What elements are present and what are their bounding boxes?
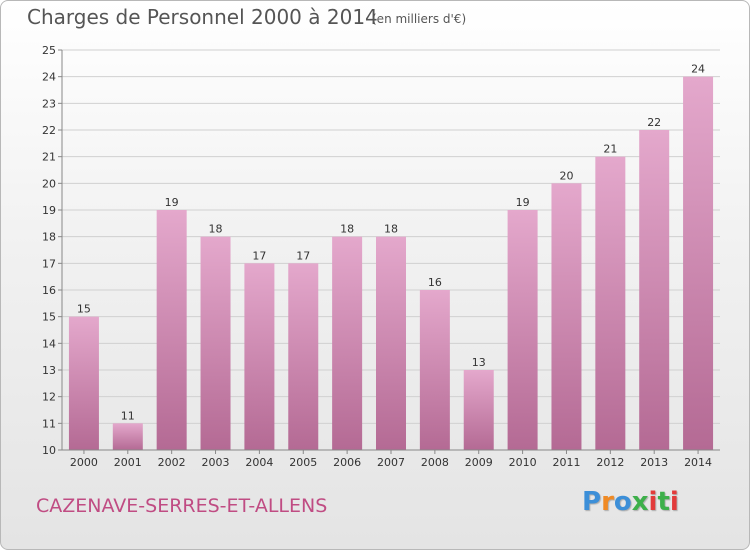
x-tick-label: 2012	[596, 456, 624, 469]
bar-2012	[595, 156, 626, 450]
value-label: 19	[516, 196, 530, 209]
value-label: 18	[384, 223, 398, 236]
bar-2001	[112, 423, 143, 450]
value-label: 20	[559, 169, 573, 182]
y-tick-label: 20	[42, 177, 56, 190]
value-label: 18	[209, 223, 223, 236]
commune-name: CAZENAVE-SERRES-ET-ALLENS	[36, 495, 328, 517]
bar-2014	[683, 76, 714, 451]
x-tick-label: 2000	[70, 456, 98, 469]
value-label: 17	[296, 249, 310, 262]
y-tick-label: 15	[42, 311, 56, 324]
y-tick-label: 21	[42, 151, 56, 164]
bar-2004	[244, 263, 275, 450]
bar-2010	[507, 210, 538, 450]
x-tick-label: 2005	[289, 456, 317, 469]
bar-2002	[156, 210, 187, 450]
value-label: 13	[472, 356, 486, 369]
logo-letter: o	[613, 487, 632, 517]
y-tick-label: 13	[42, 364, 56, 377]
y-tick-label: 17	[42, 257, 56, 270]
value-label: 22	[647, 116, 661, 129]
bar-2008	[419, 290, 450, 450]
y-tick-label: 24	[42, 71, 56, 84]
y-tick-label: 25	[42, 44, 56, 57]
bar-2003	[200, 236, 231, 450]
x-tick-label: 2010	[509, 456, 537, 469]
value-label: 21	[603, 143, 617, 156]
value-label: 18	[340, 223, 354, 236]
bar-2005	[288, 263, 319, 450]
y-tick-label: 10	[42, 444, 56, 457]
x-tick-label: 2003	[202, 456, 230, 469]
logo-letter: i	[669, 487, 679, 517]
x-tick-label: 2001	[114, 456, 142, 469]
x-tick-label: 2002	[158, 456, 186, 469]
chart-title: Charges de Personnel 2000 à 2014	[27, 5, 378, 29]
x-tick-label: 2014	[684, 456, 712, 469]
value-label: 24	[691, 63, 705, 76]
bar-2007	[376, 236, 406, 450]
bar-2000	[68, 316, 99, 450]
proxiti-logo[interactable]: Proxiti	[582, 487, 679, 517]
logo-letter: i	[648, 487, 658, 517]
value-label: 15	[77, 303, 91, 316]
x-tick-label: 2008	[421, 456, 449, 469]
y-tick-label: 23	[42, 97, 56, 110]
bar-2011	[551, 183, 582, 451]
value-label: 17	[252, 249, 266, 262]
y-tick-label: 14	[42, 337, 56, 350]
logo-letter: P	[582, 487, 602, 517]
logo-letter: x	[631, 487, 649, 517]
bar-2009	[463, 370, 494, 450]
bar-2006	[332, 236, 363, 450]
value-label: 11	[121, 409, 135, 422]
chart-subtitle: (en milliers d'€)	[372, 12, 467, 26]
y-tick-label: 19	[42, 204, 56, 217]
x-tick-label: 2004	[245, 456, 273, 469]
value-label: 16	[428, 276, 442, 289]
bars	[68, 76, 714, 451]
logo-letter: t	[657, 487, 670, 517]
x-tick-label: 2013	[640, 456, 668, 469]
x-tick-label: 2006	[333, 456, 361, 469]
labels: 10 11 12 13 14 15 16 17 18 19 20 21 22 23 24 25 15 2000 11…	[42, 44, 712, 469]
x-tick-label: 2011	[552, 456, 580, 469]
value-label: 19	[165, 196, 179, 209]
x-tick-label: 2009	[465, 456, 493, 469]
logo-letter: r	[601, 487, 614, 517]
bar-2013	[639, 130, 670, 450]
y-tick-label: 22	[42, 124, 56, 137]
y-tick-label: 18	[42, 231, 56, 244]
y-tick-label: 11	[42, 417, 56, 430]
y-tick-label: 12	[42, 391, 56, 404]
axes	[58, 49, 720, 454]
x-tick-label: 2007	[377, 456, 405, 469]
y-tick-label: 16	[42, 284, 56, 297]
